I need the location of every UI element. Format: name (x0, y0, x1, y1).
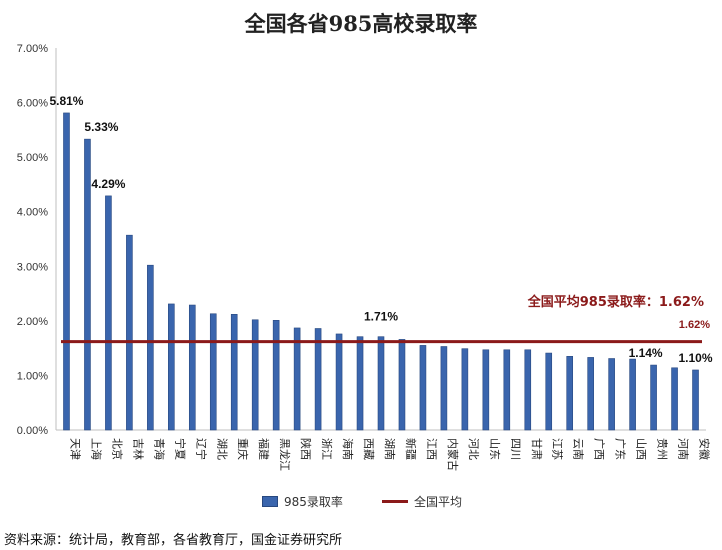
x-tick-label: 天津 (68, 438, 81, 460)
y-tick-label: 1.00% (17, 370, 48, 382)
x-tick-label: 黑龙江 (278, 438, 291, 471)
x-tick-label: 湖北 (215, 438, 228, 460)
bar (419, 345, 427, 431)
bar (524, 349, 532, 431)
x-tick-label: 贵州 (656, 438, 669, 460)
bar (147, 264, 154, 431)
x-tick-label: 海南 (341, 438, 355, 460)
y-tick-label: 0.00% (17, 425, 48, 437)
bar (63, 112, 70, 431)
bar (105, 195, 112, 431)
bar (356, 336, 364, 431)
bar (671, 367, 678, 431)
x-tick-label: 山东 (488, 438, 501, 460)
chart-title: 全国各省985高校录取率 (244, 11, 478, 36)
x-tick-label: 江苏 (551, 438, 564, 460)
bar (608, 358, 615, 431)
x-tick-label: 江西 (425, 438, 438, 460)
x-tick-label: 吉林 (131, 438, 145, 460)
x-tick-label: 广西 (593, 438, 606, 460)
data-label: 1.10% (679, 351, 713, 365)
legend: 985录取率 全国平均 (262, 492, 522, 510)
bar (440, 346, 448, 431)
bar (482, 349, 490, 431)
y-tick-label: 6.00% (17, 98, 48, 110)
y-tick-label: 7.00% (17, 43, 48, 55)
x-tick-label: 湖南 (383, 438, 396, 460)
bar (272, 320, 280, 431)
y-tick-label: 4.00% (17, 207, 48, 219)
bar (168, 303, 175, 431)
bar (335, 333, 343, 431)
x-tick-label: 青海 (152, 438, 166, 460)
bar (188, 304, 196, 431)
x-tick-label: 河北 (467, 438, 480, 460)
legend-item-bar: 985录取率 (262, 492, 343, 510)
y-tick-label: 5.00% (17, 152, 48, 164)
bar (377, 336, 385, 431)
legend-bar-swatch (262, 495, 278, 507)
legend-item-line: 全国平均 (382, 492, 462, 510)
x-tick-label: 广东 (614, 438, 627, 460)
bar (230, 314, 238, 431)
legend-bar-label: 985录取率 (284, 494, 343, 509)
bar (650, 364, 657, 431)
x-tick-label: 新疆 (404, 438, 418, 460)
data-label: 1.14% (629, 346, 663, 360)
x-tick-label: 甘肃 (530, 438, 543, 460)
data-label: 4.29% (91, 177, 125, 191)
bar (398, 339, 406, 431)
bar (566, 356, 574, 431)
x-tick-label: 内蒙古 (446, 438, 460, 471)
average-annotation: 全国平均985录取率：1.62% (527, 294, 704, 310)
average-value-label: 1.62% (679, 319, 710, 331)
x-tick-label: 上海 (89, 438, 103, 460)
bar (251, 319, 259, 431)
x-tick-label: 重庆 (236, 438, 250, 460)
x-tick-label: 浙江 (320, 438, 333, 460)
x-tick-label: 宁夏 (173, 438, 187, 460)
bar (503, 349, 511, 431)
bar (587, 357, 594, 431)
x-tick-label: 山西 (635, 438, 648, 460)
x-tick-label: 四川 (509, 438, 522, 460)
x-tick-label: 河南 (677, 438, 690, 460)
x-tick-label: 西藏 (362, 438, 375, 460)
x-tick-label: 云南 (572, 438, 585, 460)
bar (84, 138, 91, 431)
legend-line-label: 全国平均 (414, 494, 463, 509)
x-tick-label: 福建 (257, 438, 271, 460)
bar (461, 348, 469, 431)
bar (692, 369, 699, 431)
x-tick-label: 辽宁 (194, 438, 208, 460)
y-tick-label: 3.00% (17, 261, 48, 273)
data-label: 5.33% (84, 120, 118, 134)
x-tick-label: 安徽 (698, 438, 712, 460)
bar (629, 358, 636, 431)
bar (126, 234, 133, 431)
bar (293, 327, 301, 431)
x-tick-label: 北京 (110, 438, 124, 460)
bar (314, 328, 322, 431)
y-tick-label: 2.00% (17, 316, 48, 328)
bar (209, 313, 217, 431)
x-tick-label: 陕西 (299, 438, 313, 460)
bar (545, 352, 553, 431)
source-note: 资料来源：统计局，教育部，各省教育厅，国金证券研究所 (4, 533, 343, 548)
legend-line-swatch (382, 499, 408, 503)
data-label: 5.81% (49, 94, 83, 108)
data-label: 1.71% (364, 310, 398, 324)
